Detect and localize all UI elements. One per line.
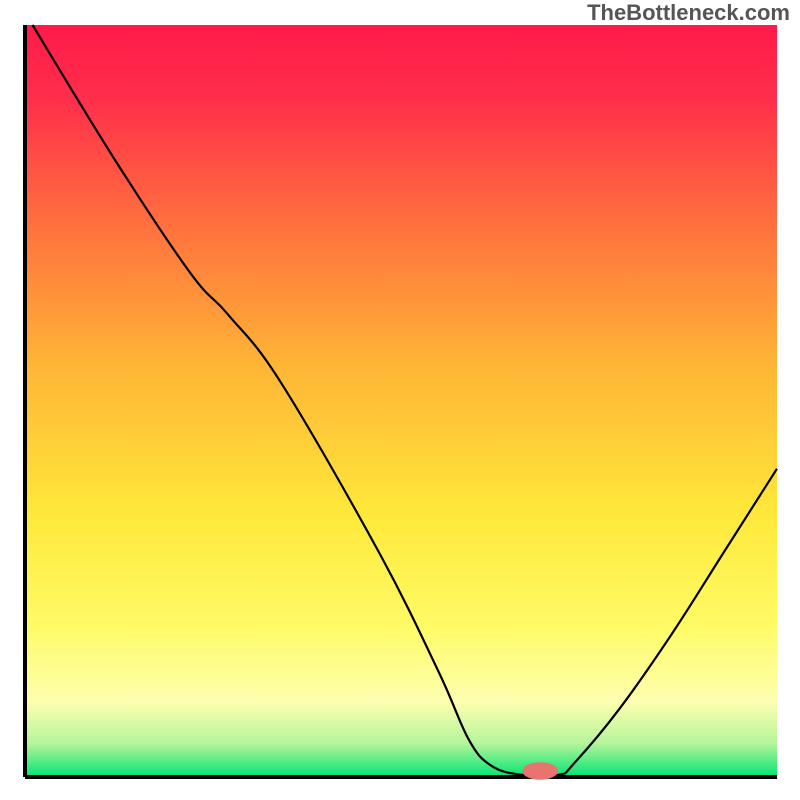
- plot-background: [25, 25, 777, 777]
- chart-container: TheBottleneck.com: [0, 0, 800, 800]
- watermark-text: TheBottleneck.com: [587, 0, 790, 26]
- chart-svg: [0, 0, 800, 800]
- optimal-marker: [523, 763, 558, 780]
